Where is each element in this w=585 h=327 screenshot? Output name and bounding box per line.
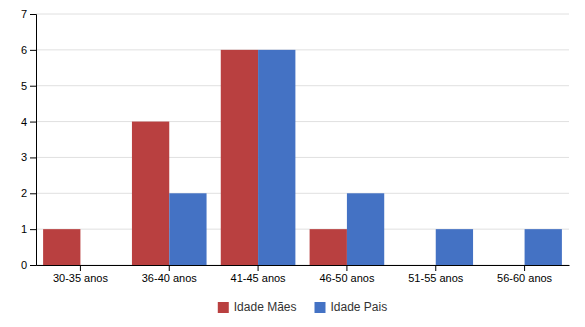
x-tick-label: 30-35 anos: [53, 272, 109, 284]
tick-mark: [30, 86, 36, 87]
grid-line: [36, 265, 569, 266]
tick-mark: [30, 265, 36, 266]
legend-swatch: [315, 302, 326, 313]
tick-mark: [30, 122, 36, 123]
bar: [398, 265, 435, 266]
bar: [310, 229, 347, 265]
y-tick: 3: [21, 151, 36, 163]
x-tick-label: 56-60 anos: [497, 272, 553, 284]
legend-swatch: [218, 302, 229, 313]
x-tick: 30-35 anos: [53, 265, 109, 284]
tick-mark: [30, 229, 36, 230]
y-tick: 7: [21, 8, 36, 20]
grid-line: [36, 121, 569, 122]
bar-series: [43, 50, 347, 265]
chart: 30-35 anos 36-40 anos 41-45 anos 46-50 anos…: [0, 0, 585, 327]
y-tick-label: 3: [21, 151, 27, 163]
bar: [80, 265, 117, 266]
bar: [221, 50, 258, 265]
bar: [487, 265, 524, 266]
legend-label: Idade Mães: [234, 300, 297, 314]
x-tick: 51-55 anos: [408, 265, 464, 284]
y-tick: 6: [21, 44, 36, 56]
bar: [525, 229, 562, 265]
tick-mark: [258, 265, 259, 271]
y-tick: 4: [21, 116, 36, 128]
y-tick-label: 0: [21, 259, 27, 271]
y-tick: 5: [21, 80, 36, 92]
x-tick: 46-50 anos: [319, 265, 375, 284]
y-tick: 0: [21, 259, 36, 271]
bar: [258, 50, 295, 265]
x-tick: 56-60 anos: [497, 265, 553, 284]
x-tick: 36-40 anos: [142, 265, 198, 284]
y-tick-label: 2: [21, 187, 27, 199]
grid-line: [36, 14, 569, 15]
legend: Idade Mães Idade Pais: [218, 300, 387, 314]
y-tick-label: 5: [21, 80, 27, 92]
y-tick-label: 1: [21, 223, 27, 235]
bar: [347, 193, 384, 265]
y-tick-label: 4: [21, 116, 27, 128]
tick-mark: [30, 157, 36, 158]
tick-mark: [30, 14, 36, 15]
bar: [132, 122, 169, 265]
y-tick-label: 6: [21, 44, 27, 56]
tick-mark: [524, 265, 525, 271]
tick-mark: [30, 50, 36, 51]
grid-line: [36, 157, 569, 158]
grid: [36, 14, 569, 265]
axis-line: [30, 15, 37, 266]
grid-line: [36, 193, 569, 194]
tick-mark: [435, 265, 436, 271]
x-tick-label: 51-55 anos: [408, 272, 464, 284]
x-axis: 30-35 anos 36-40 anos 41-45 anos 46-50 anos…: [37, 265, 570, 284]
grid-line: [36, 49, 569, 50]
plot: 30-35 anos 36-40 anos 41-45 anos 46-50 anos…: [21, 8, 570, 284]
bars: [43, 50, 562, 265]
y-tick-label: 7: [21, 8, 27, 20]
x-tick-label: 36-40 anos: [142, 272, 198, 284]
grid-line: [36, 229, 569, 230]
legend-label: Idade Pais: [331, 300, 388, 314]
bar: [169, 193, 206, 265]
axis-line: [37, 265, 570, 266]
bar: [43, 229, 80, 265]
bar: [436, 229, 473, 265]
y-tick: 2: [21, 187, 36, 199]
tick-mark: [169, 265, 170, 271]
y-tick: 1: [21, 223, 36, 235]
x-tick: 41-45 anos: [231, 265, 287, 284]
legend-item: Idade Mães: [218, 300, 297, 314]
grid-line: [36, 85, 569, 86]
tick-mark: [346, 265, 347, 271]
tick-mark: [30, 193, 36, 194]
x-tick-label: 41-45 anos: [231, 272, 287, 284]
tick-mark: [80, 265, 81, 271]
x-tick-label: 46-50 anos: [319, 272, 375, 284]
y-axis: 0 1 2 3 4 5 6 7: [21, 8, 37, 271]
legend-item: Idade Pais: [315, 300, 388, 314]
bar-series: [169, 50, 562, 265]
